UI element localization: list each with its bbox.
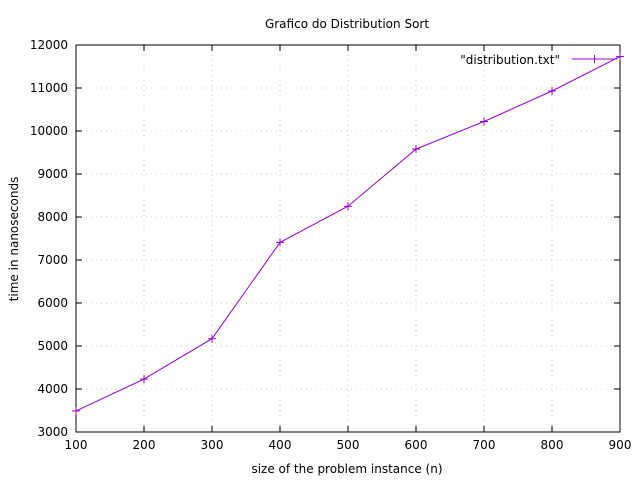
grid-lines bbox=[76, 45, 620, 432]
legend-label: "distribution.txt" bbox=[460, 53, 560, 67]
y-tick-label: 11000 bbox=[30, 81, 68, 95]
y-tick-label: 7000 bbox=[37, 253, 68, 267]
x-tick-label: 700 bbox=[473, 438, 496, 452]
y-tick-label: 8000 bbox=[37, 210, 68, 224]
y-tick-label: 9000 bbox=[37, 167, 68, 181]
plot-frame bbox=[75, 44, 621, 433]
data-point bbox=[72, 406, 80, 415]
x-axis-label: size of the problem instance (n) bbox=[251, 462, 442, 476]
y-axis-label: time in nanoseconds bbox=[7, 177, 21, 302]
data-point bbox=[616, 52, 624, 61]
data-point bbox=[344, 202, 352, 211]
x-tick-label: 100 bbox=[65, 438, 88, 452]
y-tick-label: 4000 bbox=[37, 382, 68, 396]
chart-title: Grafico do Distribution Sort bbox=[265, 17, 429, 31]
x-tick-label: 400 bbox=[269, 438, 292, 452]
x-tick-label: 900 bbox=[609, 438, 632, 452]
data-point bbox=[276, 238, 284, 247]
series-line bbox=[75, 56, 621, 412]
data-point bbox=[548, 87, 556, 96]
y-tick-label: 12000 bbox=[30, 38, 68, 52]
legend-plus-marker bbox=[590, 55, 599, 63]
data-point bbox=[412, 145, 420, 154]
data-point bbox=[208, 334, 216, 343]
series-layer bbox=[72, 52, 624, 415]
y-tick-label: 5000 bbox=[37, 339, 68, 353]
x-tick-label: 600 bbox=[405, 438, 428, 452]
legend-marker bbox=[590, 55, 599, 63]
data-point bbox=[140, 375, 148, 384]
y-tick-label: 6000 bbox=[37, 296, 68, 310]
legend: "distribution.txt" bbox=[460, 53, 617, 67]
y-tick-label: 3000 bbox=[37, 425, 68, 439]
data-point bbox=[480, 117, 488, 126]
x-tick-label: 800 bbox=[541, 438, 564, 452]
x-tick-label: 300 bbox=[201, 438, 224, 452]
axis-ticks: 3000 4000 5000 6000 7000 8000 9000 10000 11000 12… bbox=[30, 38, 632, 452]
x-tick-label: 200 bbox=[133, 438, 156, 452]
x-tick-label: 500 bbox=[337, 438, 360, 452]
y-tick-label: 10000 bbox=[30, 124, 68, 138]
